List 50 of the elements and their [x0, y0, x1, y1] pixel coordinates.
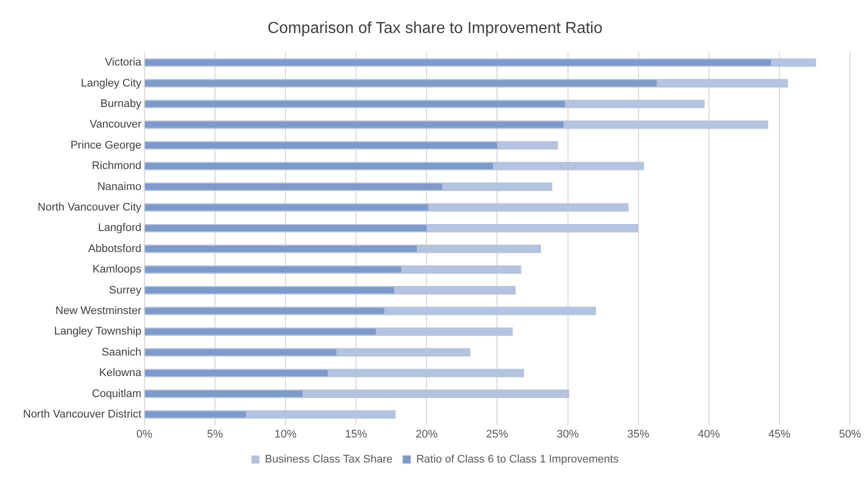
bar	[144, 287, 394, 294]
bar	[144, 122, 564, 128]
y-tick-label: Nanaimo	[97, 180, 142, 193]
x-tick-label: 35%	[627, 428, 650, 440]
bar	[144, 225, 427, 232]
x-tick-label: 0%	[136, 428, 153, 440]
y-tick-label: Abbotsford	[88, 242, 142, 255]
bar	[144, 162, 493, 170]
y-tick-label: Kamloops	[92, 264, 142, 276]
y-tick-label: Langford	[98, 222, 142, 234]
bar	[144, 390, 302, 397]
chart-title: Comparison of Tax share to Improvement Ratio	[268, 20, 603, 38]
y-tick-label: Burnaby	[100, 98, 142, 110]
x-tick-label: 15%	[345, 428, 368, 440]
y-tick-label: Langley Township	[54, 326, 142, 338]
y-tick-label: Langley City	[80, 77, 142, 90]
x-tick-label: 10%	[274, 428, 297, 440]
bar	[144, 370, 328, 376]
bar	[144, 204, 428, 211]
legend-label: Ratio of Class 6 to Class 1 Improvements	[416, 454, 620, 466]
bar	[144, 308, 384, 314]
y-tick-label: Surrey	[108, 284, 142, 296]
bar	[144, 80, 657, 86]
x-tick-label: 50%	[838, 428, 862, 440]
bar	[144, 142, 498, 148]
y-tick-label: Prince George	[70, 139, 142, 152]
bar	[144, 100, 565, 108]
bar	[144, 59, 771, 66]
y-tick-label: North Vancouver City	[38, 201, 142, 214]
y-tick-label: Saanich	[102, 346, 142, 358]
x-tick-label: 45%	[768, 428, 791, 440]
bar	[144, 184, 442, 190]
y-tick-label: Victoria	[104, 56, 142, 69]
legend-label: Business Class Tax Share	[264, 454, 393, 466]
x-tick-label: 20%	[416, 428, 438, 440]
x-tick-label: 30%	[556, 428, 579, 440]
y-tick-label: Richmond	[92, 160, 142, 172]
bar	[144, 411, 246, 418]
y-tick-label: North Vancouver District	[23, 408, 142, 420]
bar	[144, 349, 336, 356]
x-tick-label: 40%	[698, 428, 720, 440]
y-tick-label: Coquitlam	[92, 388, 142, 400]
x-tick-label: 25%	[486, 428, 508, 440]
y-tick-label: New Westminster	[55, 304, 142, 317]
x-tick-label: 5%	[207, 428, 224, 440]
y-tick-label: Kelowna	[99, 367, 142, 380]
bar	[144, 328, 376, 335]
bar	[144, 246, 417, 252]
y-tick-label: Vancouver	[90, 118, 142, 131]
bar	[144, 266, 402, 273]
